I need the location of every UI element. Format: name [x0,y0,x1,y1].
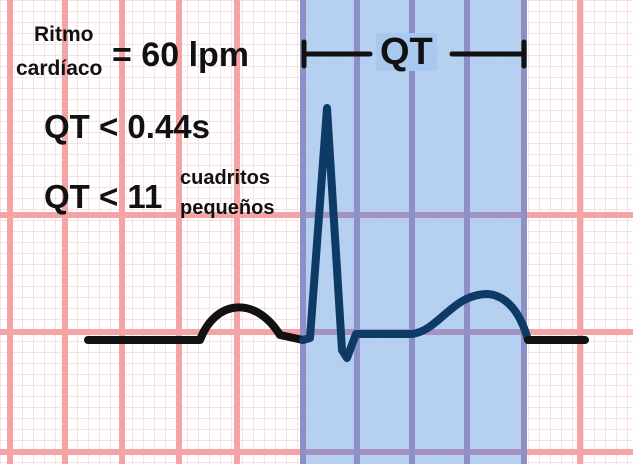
ecg-trace-qt [299,104,532,362]
qt-squares-superscript: cuadritos [180,167,271,189]
qt-seconds-rule: QT < 0.44s [44,108,211,145]
qt-interval-label: QT [376,33,437,71]
qt-bracket [301,39,527,69]
heart-rate-value: = 60 lpm [112,36,250,74]
qt-squares-rule: QT < 11 [44,178,163,215]
ecg-trace-baseline [84,303,307,344]
heart-rate-label-line1: Ritmo [34,23,94,46]
heart-rate-label-line2: cardíaco [16,57,103,80]
qt-squares-subscript: pequeños [180,197,275,219]
